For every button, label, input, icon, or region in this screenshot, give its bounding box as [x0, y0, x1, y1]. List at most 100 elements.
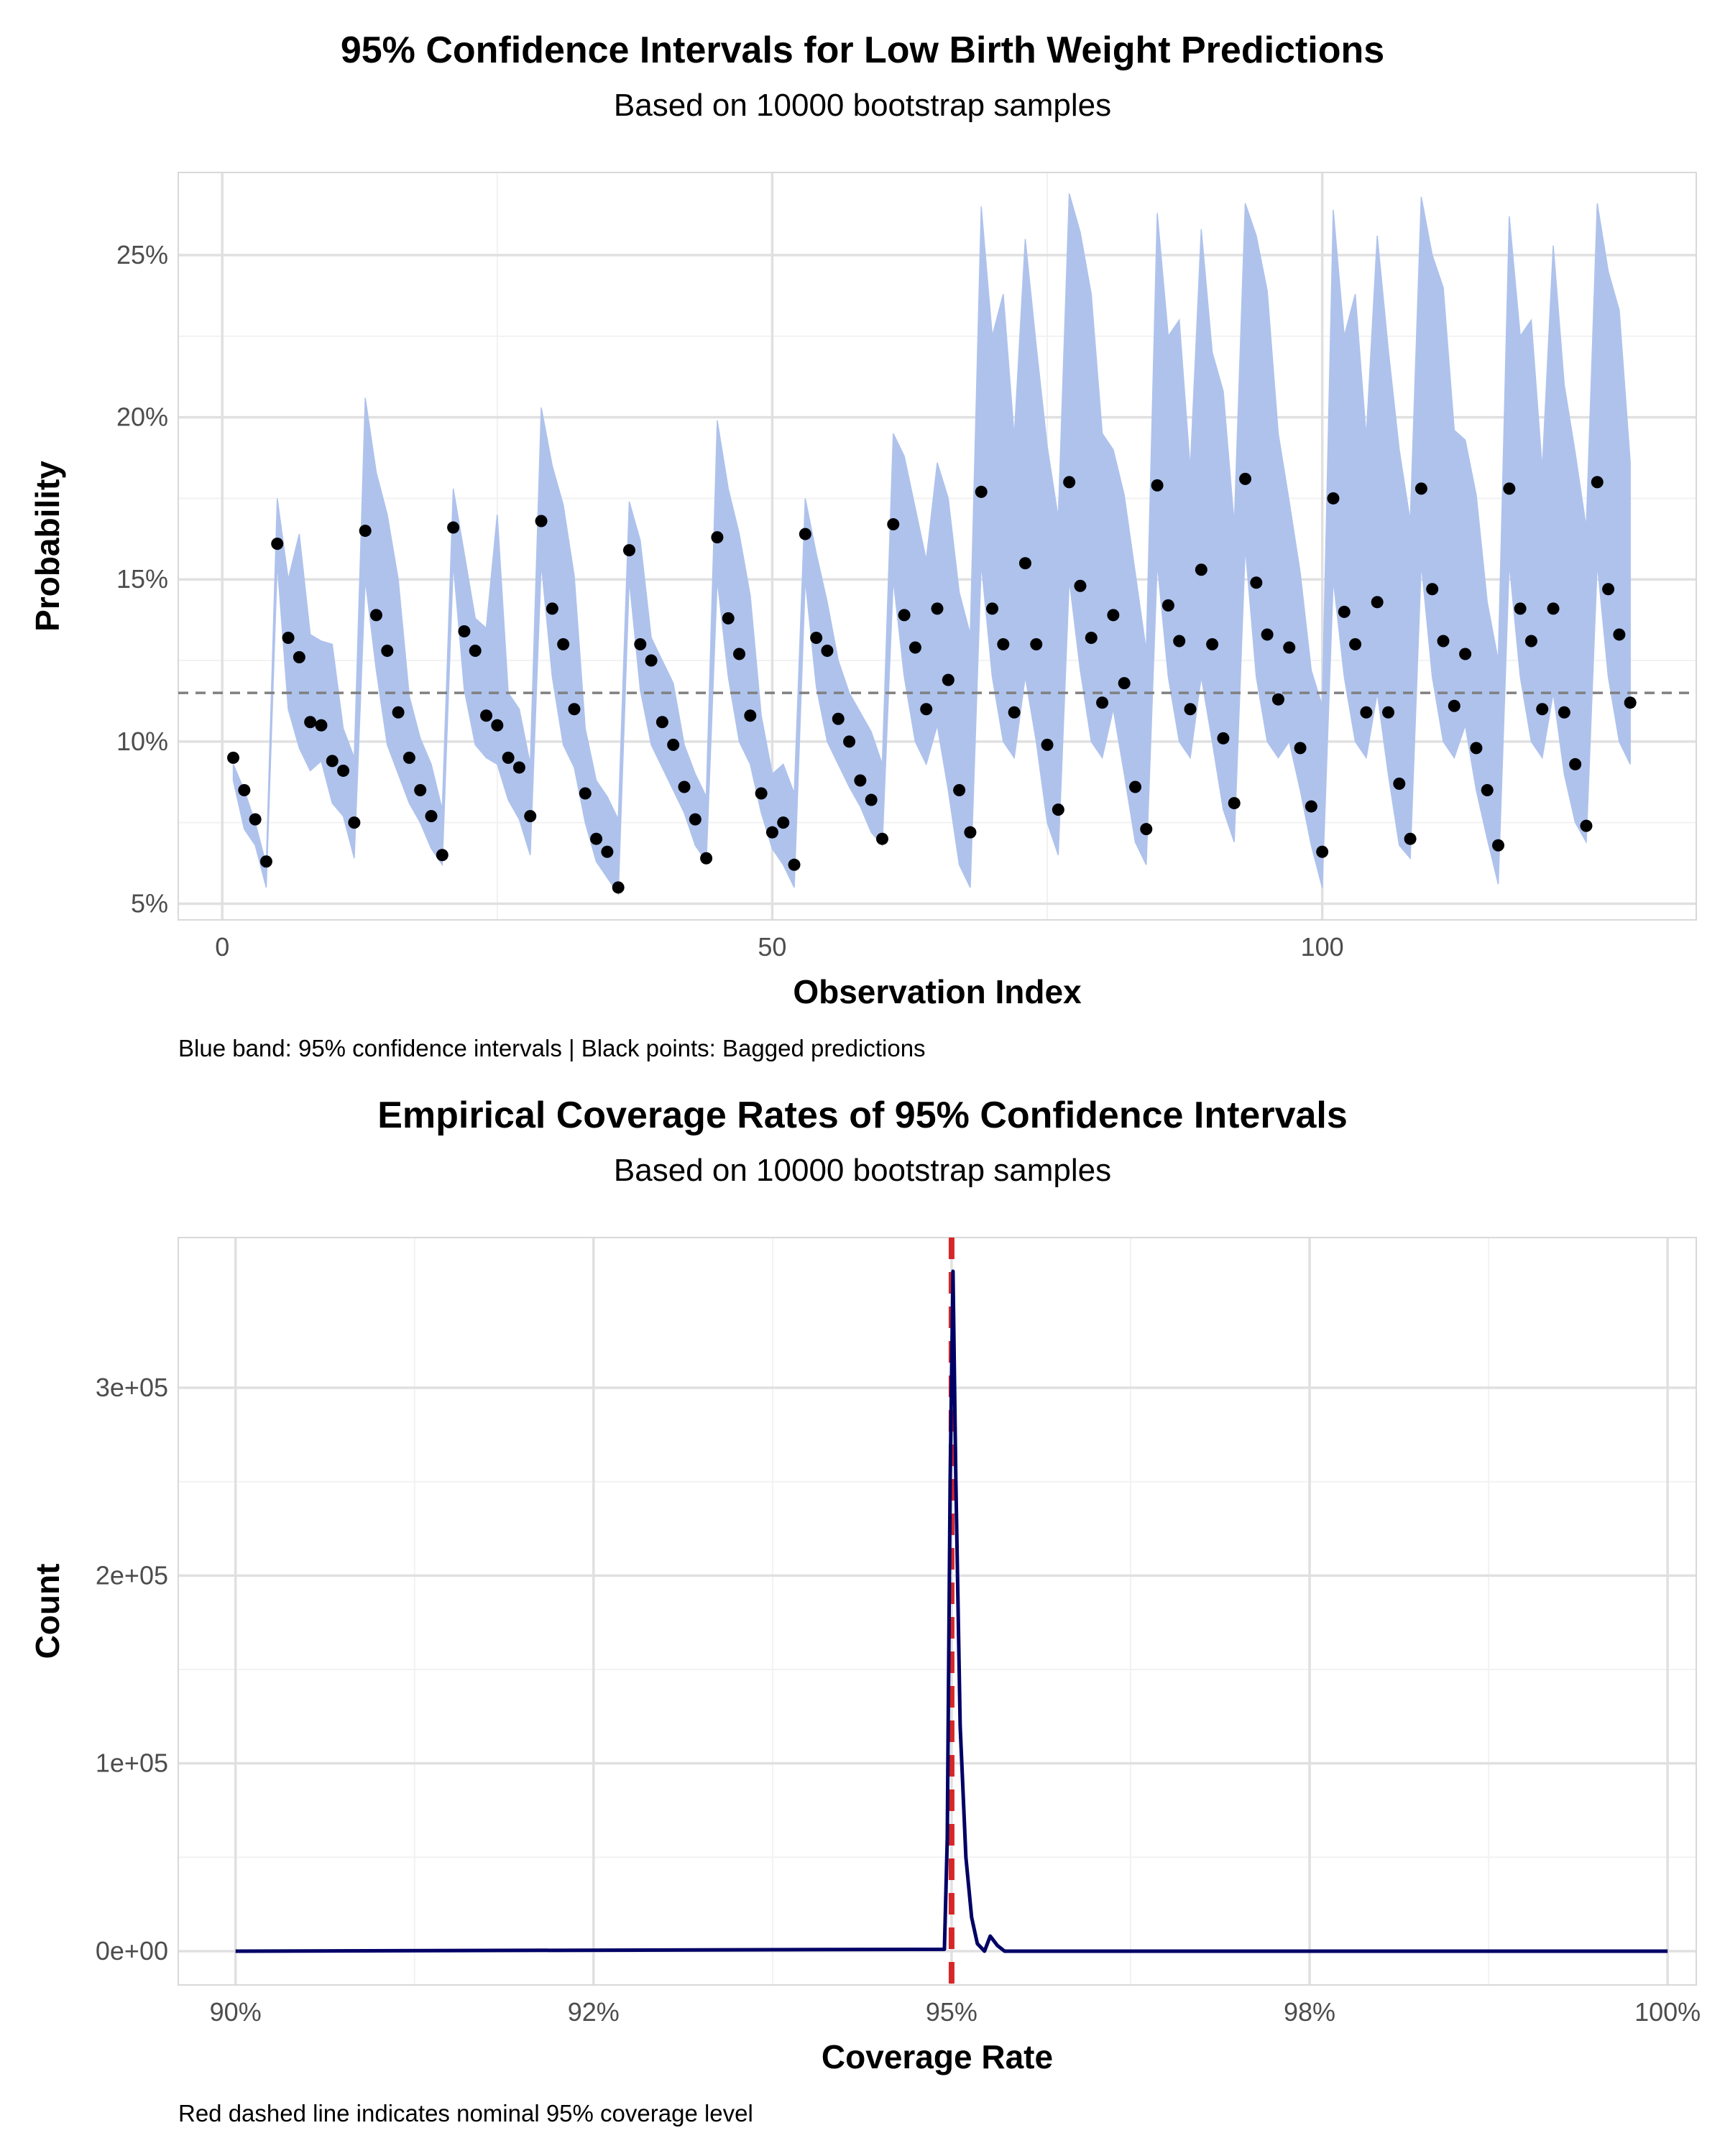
top-chart-panel: 0 50 100 5% 10% 15% 20% 25% Observation Index Pro… — [29, 172, 1697, 1010]
prediction-point — [634, 637, 647, 650]
prediction-point — [1140, 823, 1153, 836]
prediction-point — [765, 826, 778, 839]
prediction-point — [282, 631, 295, 644]
prediction-point — [1536, 703, 1549, 716]
panel-border — [178, 1237, 1697, 1986]
prediction-point — [964, 826, 977, 839]
prediction-point — [1503, 482, 1516, 495]
prediction-point — [249, 813, 262, 826]
prediction-point — [458, 625, 471, 637]
prediction-point — [590, 832, 603, 845]
prediction-point — [1085, 631, 1098, 644]
prediction-point — [1437, 635, 1450, 648]
prediction-point — [875, 832, 888, 845]
x-tick-label: 100% — [1634, 1997, 1701, 2027]
prediction-point — [887, 518, 900, 531]
x-axis-title: Observation Index — [793, 973, 1082, 1010]
y-tick-label: 1e+05 — [96, 1749, 168, 1778]
prediction-point — [557, 637, 570, 650]
x-axis-title: Coverage Rate — [822, 2038, 1053, 2076]
prediction-point — [711, 531, 724, 544]
y-tick-label: 5% — [131, 888, 168, 918]
x-tick-label: 92% — [568, 1997, 620, 2027]
y-tick-label: 20% — [116, 402, 168, 432]
prediction-point — [1569, 757, 1582, 770]
prediction-point — [601, 845, 614, 858]
prediction-point — [1271, 693, 1284, 706]
bottom-chart-subtitle: Based on 10000 bootstrap samples — [613, 1153, 1112, 1188]
prediction-point — [777, 816, 790, 829]
prediction-point — [799, 528, 811, 540]
prediction-point — [1327, 492, 1340, 505]
x-tick-label: 100 — [1301, 932, 1344, 962]
prediction-point — [931, 602, 944, 615]
prediction-point — [1305, 800, 1317, 813]
prediction-point — [1316, 845, 1329, 858]
prediction-point — [854, 774, 867, 787]
prediction-point — [1414, 482, 1427, 495]
prediction-point — [381, 645, 394, 658]
prediction-point — [865, 793, 878, 806]
prediction-point — [348, 816, 361, 829]
prediction-point — [469, 645, 482, 658]
prediction-point — [1052, 803, 1064, 816]
prediction-point — [1294, 742, 1307, 755]
y-tick-label: 10% — [116, 727, 168, 756]
prediction-point — [524, 810, 537, 823]
prediction-point — [1613, 628, 1626, 641]
prediction-point — [546, 602, 558, 615]
y-tick-label: 15% — [116, 564, 168, 594]
prediction-point — [425, 810, 438, 823]
prediction-point — [1041, 738, 1054, 751]
prediction-point — [1008, 706, 1021, 719]
prediction-point — [678, 780, 691, 793]
prediction-point — [942, 673, 954, 686]
prediction-point — [700, 852, 713, 865]
panel-border — [178, 172, 1697, 921]
prediction-point — [612, 881, 625, 894]
prediction-point — [656, 716, 668, 729]
prediction-point — [622, 544, 635, 557]
prediction-point — [447, 521, 460, 534]
prediction-point — [920, 703, 933, 716]
y-axis-title: Count — [29, 1564, 66, 1659]
prediction-point — [1195, 563, 1208, 576]
prediction-point — [359, 525, 372, 538]
x-tick-label: 0 — [215, 932, 229, 962]
prediction-point — [908, 641, 921, 654]
prediction-point — [997, 637, 1010, 650]
prediction-point — [832, 712, 845, 725]
top-chart-subtitle: Based on 10000 bootstrap samples — [613, 88, 1112, 123]
prediction-point — [1338, 605, 1351, 618]
prediction-point — [1349, 637, 1362, 650]
prediction-point — [535, 515, 548, 528]
prediction-point — [293, 651, 305, 664]
prediction-point — [722, 612, 735, 625]
prediction-point — [238, 784, 251, 797]
prediction-point — [1524, 635, 1537, 648]
prediction-point — [1514, 602, 1527, 615]
x-tick-label: 50 — [758, 932, 786, 962]
prediction-point — [1470, 742, 1483, 755]
x-tick-label: 98% — [1284, 1997, 1335, 2027]
prediction-point — [369, 609, 382, 622]
y-tick-label: 0e+00 — [96, 1936, 168, 1966]
prediction-point — [953, 784, 966, 797]
prediction-point — [304, 716, 317, 729]
prediction-point — [1371, 596, 1384, 609]
prediction-point — [1448, 699, 1460, 712]
bottom-chart-caption: Red dashed line indicates nominal 95% co… — [178, 2100, 753, 2127]
prediction-point — [259, 855, 272, 868]
prediction-point — [512, 761, 525, 774]
prediction-point — [402, 751, 415, 764]
prediction-point — [1096, 696, 1109, 709]
prediction-point — [744, 709, 757, 722]
prediction-point — [1591, 476, 1604, 489]
prediction-point — [1459, 648, 1472, 660]
prediction-point — [1602, 583, 1615, 596]
prediction-point — [315, 719, 328, 732]
prediction-point — [1018, 557, 1031, 570]
prediction-point — [1239, 472, 1252, 485]
prediction-point — [1360, 706, 1373, 719]
